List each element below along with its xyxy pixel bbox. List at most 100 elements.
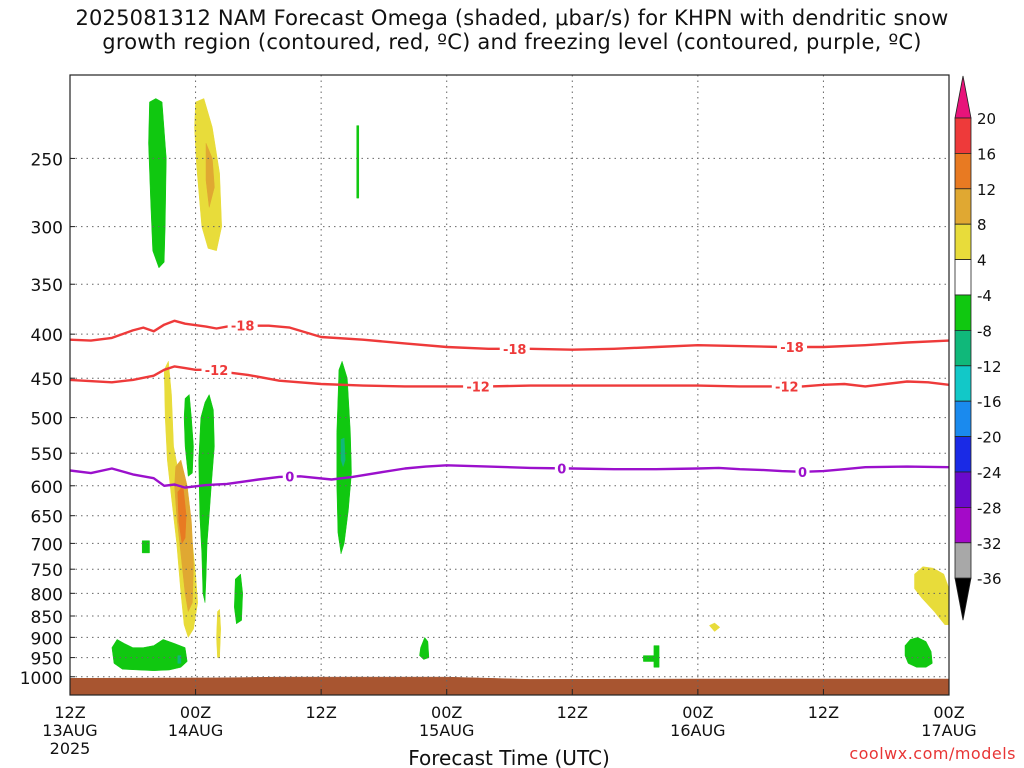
contour-label-0: 0 [285,470,294,485]
x-tick-label: 16AUG [670,721,725,740]
omega-shade-0 [148,98,167,269]
omega-shade-2 [205,143,215,208]
contour-label-bg [227,317,258,334]
colorbar-label: -24 [977,464,1002,482]
contour-label-bg [554,460,569,477]
colorbar-segment [954,436,972,473]
contour-label-bg [771,378,802,395]
terrain-band [70,676,949,695]
colorbar-segment [954,188,972,225]
y-axis-tick-labels: 2503003504004505005506006507007508008509… [20,150,75,689]
colorbar-segment [954,506,972,544]
x-axis-label: Forecast Time (UTC) [408,746,610,768]
x-tick-label: 2025 [50,739,91,758]
contour-label-bg [201,361,232,378]
colorbar-label: -16 [977,393,1002,411]
omega-shade-15 [177,655,182,664]
contour-label-bg [463,378,494,395]
contour-label-bg [777,339,808,356]
colorbar-segment [954,117,972,154]
x-tick-label: 13AUG [42,721,97,740]
y-tick-label-700: 700 [31,535,63,555]
contour--18 [70,319,949,351]
colorbar-top-arrow [954,75,972,119]
colorbar-label: -20 [977,429,1002,447]
x-tick-label: 15AUG [419,721,474,740]
colorbar-label: 20 [977,110,996,128]
colorbar-segment [954,294,972,331]
omega-shade-3 [356,125,360,199]
colorbar-label: -36 [977,570,1002,588]
y-tick-label-900: 900 [31,629,63,649]
y-tick-label-1000: 1000 [20,669,63,689]
colorbar-segment [954,259,972,296]
omega-shade-7 [198,393,215,603]
temperature-contours: -18 -18 -18 -12 -12 -12 0 0 0 [70,317,949,489]
colorbar-label: -4 [977,287,992,305]
contour-label--12: -12 [775,380,799,395]
colorbar-label: -32 [977,535,1002,553]
x-tick-label: 17AUG [921,721,976,740]
colorbar-label: 8 [977,216,987,234]
y-tick-label-500: 500 [31,410,63,430]
colorbar-label: -28 [977,499,1002,517]
contour-label--18: -18 [503,343,527,358]
omega-shade-8 [183,393,194,477]
y-tick-label-450: 450 [31,370,63,390]
omega-shade-16 [419,636,430,660]
contour-label--18: -18 [780,341,804,356]
x-tick-label: 00Z [933,703,964,722]
colorbar-segment [954,152,972,190]
colorbar-label: -8 [977,322,992,340]
contour-label-0: 0 [798,466,807,481]
colorbar-label: 12 [977,181,996,199]
omega-shade-14 [111,639,188,671]
colorbar-segment [954,223,972,260]
contour-label-0: 0 [557,463,566,478]
x-tick-label: 00Z [431,703,462,722]
omega-shade-10 [340,437,346,468]
contour-label-bg [795,463,810,480]
contour-label--12: -12 [466,380,490,395]
colorbar-bottom-arrow [954,577,972,621]
colorbar-label: 16 [977,145,996,163]
contour-label-bg [499,340,530,357]
y-tick-label-300: 300 [31,219,63,239]
y-tick-label-600: 600 [31,478,63,498]
contour-label--18: -18 [231,320,255,335]
omega-shade-12 [234,573,243,625]
chart-title-line-2: growth region (contoured, red, ºC) and f… [102,30,922,54]
colorbar: 20 16 12 8 4 -4 -8 -12 -16 -20 -24 -28 -32 -36 [954,75,1002,621]
omega-shade-11 [141,540,150,554]
x-tick-label: 12Z [557,703,588,722]
grid-lines [70,75,949,695]
chart-title: 2025081312 NAM Forecast Omega (shaded, μ… [0,6,1024,54]
plot-frame [69,74,950,696]
x-tick-label: 14AUG [168,721,223,740]
colorbar-segment [954,471,972,508]
colorbar-label: 4 [977,252,987,270]
y-tick-label-350: 350 [31,276,63,296]
y-tick-label-650: 650 [31,508,63,528]
x-tick-label: 00Z [180,703,211,722]
colorbar-segment [954,400,972,438]
colorbar-label: -12 [977,358,1002,376]
y-tick-label-800: 800 [31,585,63,605]
chart-title-line-1: 2025081312 NAM Forecast Omega (shaded, μ… [75,6,949,30]
y-tick-label-850: 850 [31,608,63,628]
y-tick-label-550: 550 [31,445,63,465]
colorbar-segment [954,329,972,367]
omega-shade-17 [643,645,660,668]
credit-text: coolwx.com/models [849,744,1016,763]
contour-label-bg [282,468,297,485]
x-tick-label: 12Z [54,703,85,722]
x-tick-label: 12Z [305,703,336,722]
contour--12 [70,365,949,388]
colorbar-segment [954,365,972,402]
contour-label--12: -12 [205,364,229,379]
y-tick-label-750: 750 [31,561,63,581]
omega-shaded-regions [70,98,949,695]
omega-shade-20 [904,637,933,668]
colorbar-segment [954,542,972,579]
